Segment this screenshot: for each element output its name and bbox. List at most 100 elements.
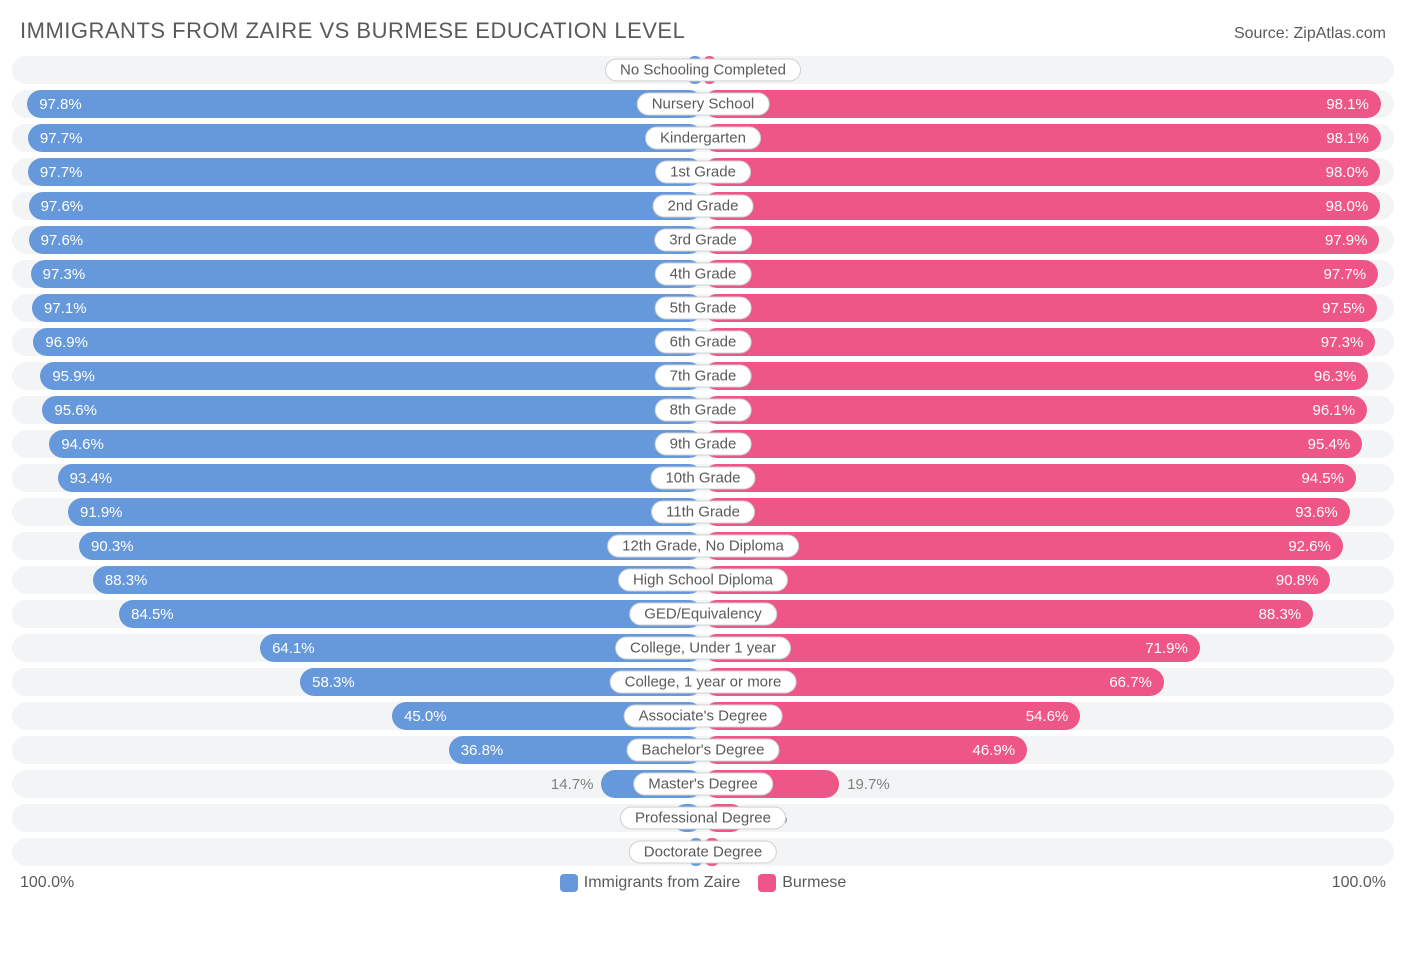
bar-right-value: 98.0% [1314,198,1381,215]
bar-left: 95.9% [40,362,703,390]
bar-left-value: 58.3% [300,674,367,691]
category-label: College, 1 year or more [610,671,797,694]
bar-left-value: 36.8% [449,742,516,759]
bar-right: 98.0% [703,192,1380,220]
bar-right-value: 97.7% [1312,266,1379,283]
bar-right-value: 88.3% [1247,606,1314,623]
chart-row: 95.6% 96.1% 8th Grade [12,396,1394,424]
legend-item-right: Burmese [758,874,846,892]
bar-right: 97.9% [703,226,1379,254]
bar-left: 97.6% [29,192,703,220]
bar-right: 94.5% [703,464,1356,492]
bar-left: 97.6% [29,226,703,254]
chart-row: 91.9%93.6%11th Grade [12,498,1394,526]
category-label: 2nd Grade [653,195,754,218]
chart-row: 96.9%97.3%6th Grade [12,328,1394,356]
bar-right-value: 98.0% [1314,164,1381,181]
bar-right: 97.3% [703,328,1375,356]
chart-row: 4.5%6.1%Professional Degree [12,804,1394,832]
category-label: Nursery School [637,93,770,116]
chart-title: IMMIGRANTS FROM ZAIRE VS BURMESE EDUCATI… [20,18,685,44]
chart-footer: 100.0% Immigrants from Zaire Burmese 100… [12,874,1394,892]
chart-row: 14.7% 19.7% Master's Degree [12,770,1394,798]
bar-right-value: 97.3% [1309,334,1376,351]
bar-right-value: 71.9% [1133,640,1200,657]
chart-row: 97.3%97.7%4th Grade [12,260,1394,288]
bar-right: 98.0% [703,158,1380,186]
category-label: 6th Grade [655,331,752,354]
legend-swatch-right [758,874,776,892]
bar-left: 97.7% [28,158,703,186]
bar-left-value: 97.8% [27,96,94,113]
chart-source: Source: ZipAtlas.com [1234,25,1386,43]
bar-left-value: 64.1% [260,640,327,657]
category-label: GED/Equivalency [629,603,777,626]
bar-right: 98.1% [703,90,1381,118]
bar-right: 92.6% [703,532,1343,560]
chart-row: 93.4% 94.5%10th Grade [12,464,1394,492]
bar-right-value: 96.1% [1301,402,1368,419]
category-label: High School Diploma [618,569,788,592]
category-label: College, Under 1 year [615,637,791,660]
category-label: 8th Grade [655,399,752,422]
bar-right: 96.1% [703,396,1367,424]
bar-left: 97.3% [31,260,703,288]
bar-left-value: 84.5% [119,606,186,623]
bar-right: 90.8% [703,566,1330,594]
category-label: 10th Grade [650,467,755,490]
category-label: 3rd Grade [654,229,752,252]
category-label: 9th Grade [655,433,752,456]
category-label: 1st Grade [655,161,751,184]
chart-row: 94.6%95.4%9th Grade [12,430,1394,458]
bar-left-value: 45.0% [392,708,459,725]
bar-left: 97.7% [28,124,703,152]
chart-row: 88.3% 90.8% High School Diploma [12,566,1394,594]
bar-left-value: 97.6% [29,232,96,249]
category-label: Master's Degree [633,773,773,796]
category-label: 5th Grade [655,297,752,320]
category-label: 12th Grade, No Diploma [607,535,799,558]
bar-right-value: 98.1% [1314,130,1381,147]
bar-right: 98.1% [703,124,1381,152]
axis-max-right: 100.0% [1332,874,1386,892]
chart-row: 84.5% 88.3% GED/Equivalency [12,600,1394,628]
chart-row: 90.3%92.6%12th Grade, No Diploma [12,532,1394,560]
bar-right-value: 93.6% [1283,504,1350,521]
bar-left-value: 94.6% [49,436,116,453]
bar-right-value: 90.8% [1264,572,1331,589]
chart-row: 58.3% 66.7% College, 1 year or more [12,668,1394,696]
chart-row: 2.0%2.6%Doctorate Degree [12,838,1394,866]
category-label: 11th Grade [651,501,755,524]
bar-left-value: 14.7% [551,770,602,798]
legend-swatch-left [560,874,578,892]
chart-row: 97.7%98.1%Kindergarten [12,124,1394,152]
bar-left: 95.6% [42,396,703,424]
chart-row: 2.3%1.9%No Schooling Completed [12,56,1394,84]
bar-right-value: 96.3% [1302,368,1369,385]
bar-right-value: 66.7% [1097,674,1164,691]
bar-left-value: 88.3% [93,572,160,589]
bar-left: 84.5% [119,600,703,628]
legend: Immigrants from Zaire Burmese [74,874,1331,892]
chart-row: 97.7% 98.0% 1st Grade [12,158,1394,186]
chart-row: 97.6% 97.9% 3rd Grade [12,226,1394,254]
chart-row: 95.9%96.3%7th Grade [12,362,1394,390]
bar-right-value: 97.9% [1313,232,1380,249]
chart-row: 97.8% 98.1% Nursery School [12,90,1394,118]
bar-left: 97.8% [27,90,703,118]
bar-left: 97.1% [32,294,703,322]
bar-left: 93.4% [58,464,703,492]
bar-right: 97.5% [703,294,1377,322]
chart-header: IMMIGRANTS FROM ZAIRE VS BURMESE EDUCATI… [12,18,1394,44]
chart-row: 97.1% 97.5%5th Grade [12,294,1394,322]
bar-right-value: 19.7% [839,770,890,798]
bar-right: 96.3% [703,362,1368,390]
bar-left-value: 97.1% [32,300,99,317]
bar-left-value: 93.4% [58,470,125,487]
bar-left-value: 97.6% [29,198,96,215]
bar-left: 94.6% [49,430,703,458]
bar-left-value: 97.7% [28,164,95,181]
bar-right-value: 98.1% [1314,96,1381,113]
category-label: Bachelor's Degree [627,739,780,762]
category-label: No Schooling Completed [605,59,801,82]
